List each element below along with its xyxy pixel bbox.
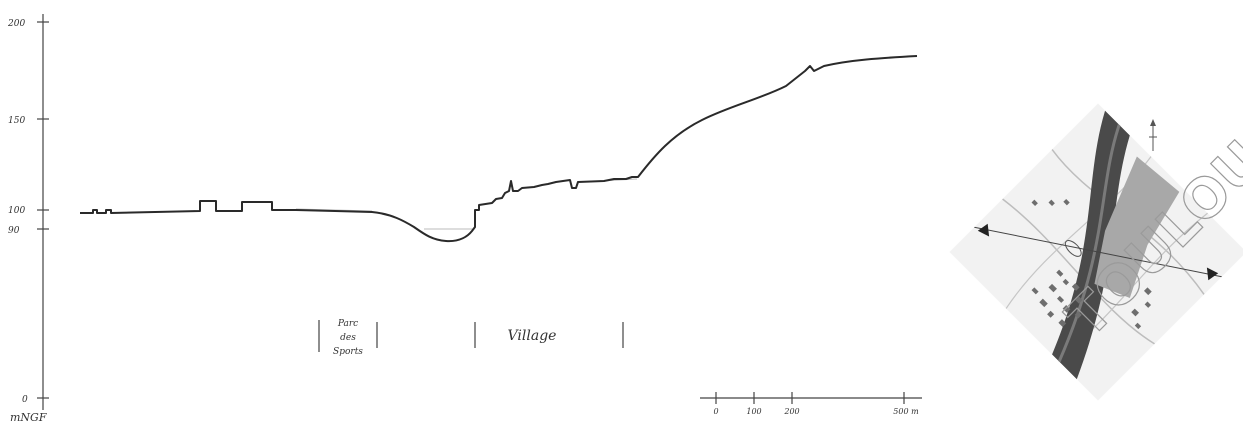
y-tick-label: 90 — [8, 226, 20, 236]
zone-parc-des-sports: Parc des Sports — [318, 319, 378, 357]
y-axis: 200 150 100 90 0 mNGF — [7, 14, 49, 424]
scale-label: 200 — [783, 407, 799, 416]
zone-label-parc: Parc — [337, 319, 358, 329]
section-arrow-icon — [1206, 267, 1219, 281]
river-channel — [1057, 124, 1121, 363]
profile-line — [80, 55, 918, 243]
zone-label-des: des — [340, 333, 356, 343]
river — [1052, 110, 1130, 380]
zone-village: Village — [474, 322, 624, 348]
scale-label: 0 — [713, 407, 718, 416]
y-tick-label: 0 — [22, 395, 28, 405]
section-line — [974, 226, 1222, 278]
scale-label: 500 m — [893, 407, 919, 416]
y-axis-unit: mNGF — [10, 411, 47, 424]
terrain-profile — [80, 55, 918, 243]
scale-bar: 0 100 200 500 m — [700, 392, 922, 416]
scale-label: 100 — [746, 407, 761, 416]
y-tick-label: 200 — [7, 19, 25, 29]
zone-label-village: Village — [508, 328, 557, 344]
built-area — [1094, 156, 1180, 298]
y-tick-label: 150 — [8, 116, 25, 126]
y-tick-label: 100 — [8, 206, 25, 216]
pond — [1064, 240, 1082, 257]
north-arrow-icon — [1149, 119, 1157, 151]
zone-label-sports: Sports — [333, 347, 363, 357]
section-arrow-icon — [977, 223, 990, 237]
